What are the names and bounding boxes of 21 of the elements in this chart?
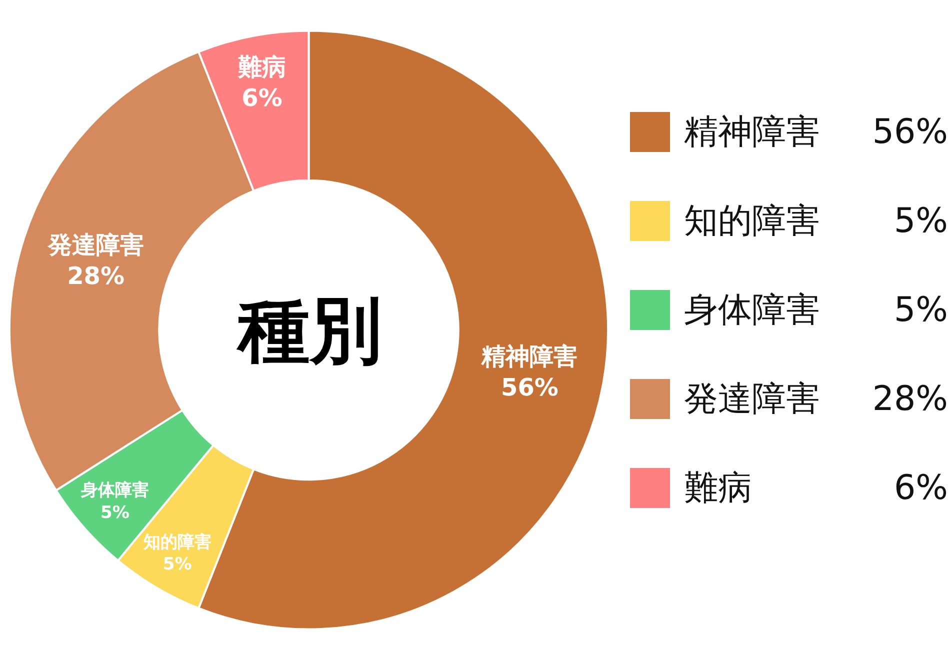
slice-label: 知的障害 bbox=[142, 532, 212, 552]
legend-label: 身体障害 bbox=[684, 289, 821, 332]
text: 5% bbox=[894, 290, 948, 330]
text: 6% bbox=[894, 468, 948, 508]
legend-label: 発達障害 bbox=[684, 378, 821, 421]
slice-label: 身体障害 bbox=[80, 480, 149, 501]
text: 56% bbox=[872, 112, 948, 152]
slice-label: 精神障害 bbox=[480, 342, 578, 370]
data-label: 5% bbox=[100, 502, 130, 523]
text: 5% bbox=[894, 201, 948, 241]
legend-label: 知的障害 bbox=[684, 200, 821, 243]
text: 種別 bbox=[236, 288, 382, 372]
legend-label: 精神障害 bbox=[684, 111, 821, 154]
data-label: 6% bbox=[242, 84, 282, 112]
data-label: 28% bbox=[67, 262, 125, 290]
slice-label: 発達障害 bbox=[46, 231, 144, 260]
data-label: 56% bbox=[500, 374, 558, 402]
text: 28% bbox=[872, 379, 948, 419]
data-label: 5% bbox=[162, 554, 192, 575]
slice-label: 難病 bbox=[237, 52, 286, 81]
legend-label: 難病 bbox=[684, 467, 753, 510]
